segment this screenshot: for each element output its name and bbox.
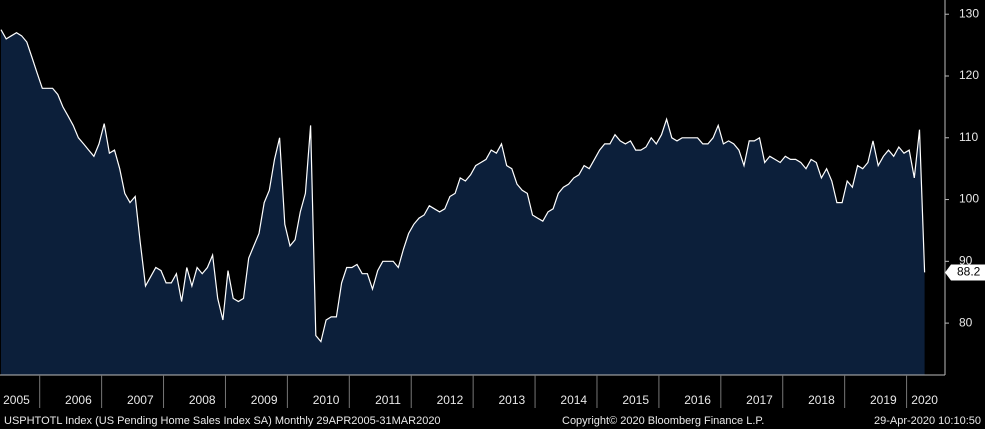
last-value-tag [945,264,985,281]
x-tick-label: 2019 [870,393,897,407]
x-tick-label: 2017 [746,393,773,407]
area [1,29,925,375]
x-tick-label: 2015 [622,393,649,407]
x-tick-label: 2008 [189,393,216,407]
y-tick-label: 110 [959,130,978,144]
x-tick-label: 2007 [127,393,154,407]
x-tick-label: 2010 [313,393,340,407]
x-tick-label: 2020 [911,393,938,407]
x-tick-label: 2006 [65,393,92,407]
x-tick-label: 2011 [375,393,401,407]
x-tick-label: 2009 [251,393,278,407]
y-tick-label: 100 [959,192,979,206]
timestamp: 29-Apr-2020 10:10:50 [874,415,981,427]
copyright-note: Copyright© 2020 Bloomberg Finance L.P. [562,415,764,427]
x-tick-label: 2016 [684,393,711,407]
line [0,29,926,343]
x-tick-label: 2013 [498,393,525,407]
last-value-label: 88.2 [957,265,981,279]
y-tick-label: 90 [959,253,973,267]
source-note: USPHTOTL Index (US Pending Home Sales In… [4,415,441,427]
x-tick-label: 2012 [437,393,464,407]
x-tick-label: 2005 [3,393,30,407]
y-tick-label: 80 [959,315,973,329]
y-tick-label: 130 [959,6,979,20]
y-tick-label: 120 [959,68,979,82]
x-tick-label: 2014 [560,393,587,407]
x-tick-label: 2018 [808,393,835,407]
